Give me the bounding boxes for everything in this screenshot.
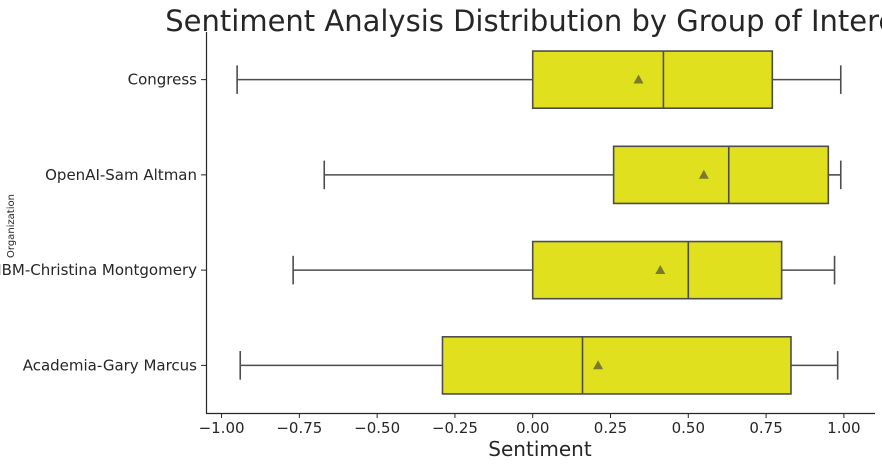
x-axis-label: Sentiment xyxy=(488,437,592,461)
plot-area xyxy=(236,50,842,395)
box-group-2 xyxy=(292,240,836,300)
x-tick-label: −1.00 xyxy=(199,419,245,437)
y-tick-label: Academia-Gary Marcus xyxy=(23,356,197,374)
x-tick-label: 0.25 xyxy=(594,419,627,437)
y-tick-label: Congress xyxy=(128,71,198,89)
y-axis-label: Organization xyxy=(6,194,17,258)
mean-marker xyxy=(655,265,666,275)
x-tick-label: −0.50 xyxy=(354,419,400,437)
x-tick-label: 0.50 xyxy=(672,419,705,437)
iqr-box xyxy=(531,50,774,110)
y-axis-ticks: Congress OpenAI-Sam Altman IBM-Christina M… xyxy=(0,71,206,374)
chart-title: Sentiment Analysis Distribution by Group… xyxy=(165,4,882,38)
x-axis-ticks: −1.00 −0.75 −0.50 −0.25 0.00 0.25 0.50 0.75 1.00 xyxy=(199,413,861,437)
x-tick-label: 0.00 xyxy=(516,419,549,437)
mean-marker xyxy=(593,360,604,370)
iqr-box xyxy=(531,240,783,300)
mean-marker xyxy=(698,169,709,179)
x-tick-label: 0.75 xyxy=(749,419,782,437)
box-group-0 xyxy=(236,50,842,110)
x-tick-label: −0.25 xyxy=(432,419,478,437)
mean-marker xyxy=(633,74,644,84)
box-group-3 xyxy=(239,335,839,395)
x-tick-label: −0.75 xyxy=(276,419,322,437)
y-tick-label: OpenAI-Sam Altman xyxy=(45,166,197,184)
iqr-box xyxy=(441,335,792,395)
x-tick-label: 1.00 xyxy=(827,419,860,437)
box-group-1 xyxy=(323,145,842,205)
y-tick-label: IBM-Christina Montgomery xyxy=(0,261,197,279)
iqr-box xyxy=(612,145,830,205)
